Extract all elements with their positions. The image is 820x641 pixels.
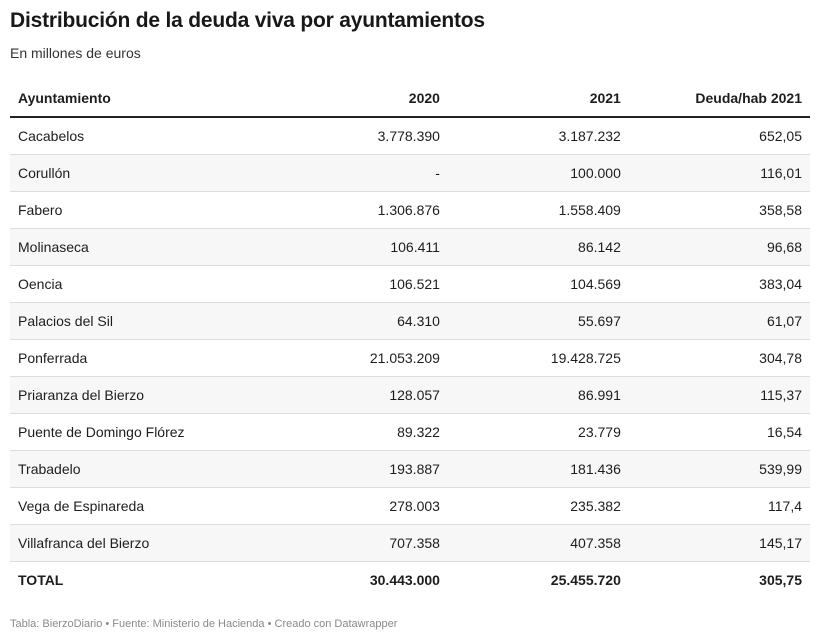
column-header-2021[interactable]: 2021 bbox=[447, 80, 629, 118]
cell-deuda-hab-2021: 304,78 bbox=[628, 339, 810, 377]
table-row: Puente de Domingo Flórez 89.322 23.779 16,5… bbox=[10, 413, 810, 451]
cell-deuda-hab-2021: 96,68 bbox=[628, 228, 810, 266]
cell-2021: 235.382 bbox=[447, 487, 629, 525]
cell-ayuntamiento: Vega de Espinareda bbox=[10, 487, 267, 525]
cell-2021: 86.991 bbox=[447, 376, 629, 414]
cell-ayuntamiento: Oencia bbox=[10, 265, 267, 303]
table-row: Molinaseca 106.411 86.142 96,68 bbox=[10, 228, 810, 266]
table-row: Priaranza del Bierzo 128.057 86.991 115,37 bbox=[10, 376, 810, 414]
debt-table: Ayuntamiento 2020 2021 Deuda/hab 2021 Ca… bbox=[10, 80, 810, 598]
cell-deuda-hab-2021: 16,54 bbox=[628, 413, 810, 451]
cell-deuda-hab-2021: 539,99 bbox=[628, 450, 810, 488]
cell-ayuntamiento: Fabero bbox=[10, 191, 267, 229]
cell-deuda-hab-2021: 61,07 bbox=[628, 302, 810, 340]
cell-2021: 104.569 bbox=[447, 265, 629, 303]
cell-ayuntamiento: Palacios del Sil bbox=[10, 302, 267, 340]
total-row: TOTAL 30.443.000 25.455.720 305,75 bbox=[10, 561, 810, 598]
total-cell-ayuntamiento: TOTAL bbox=[10, 561, 267, 598]
cell-2020: - bbox=[266, 154, 448, 192]
column-header-deuda-hab-2021[interactable]: Deuda/hab 2021 bbox=[628, 80, 810, 118]
cell-2021: 23.779 bbox=[447, 413, 629, 451]
total-cell-2021: 25.455.720 bbox=[447, 561, 629, 598]
table-row: Fabero 1.306.876 1.558.409 358,58 bbox=[10, 191, 810, 229]
chart-subtitle: En millones de euros bbox=[10, 45, 141, 61]
total-cell-2020: 30.443.000 bbox=[266, 561, 448, 598]
cell-ayuntamiento: Corullón bbox=[10, 154, 267, 192]
cell-2020: 128.057 bbox=[266, 376, 448, 414]
cell-2021: 100.000 bbox=[447, 154, 629, 192]
cell-ayuntamiento: Cacabelos bbox=[10, 117, 267, 155]
cell-2020: 3.778.390 bbox=[266, 117, 448, 155]
cell-2020: 21.053.209 bbox=[266, 339, 448, 377]
cell-2021: 86.142 bbox=[447, 228, 629, 266]
table-row: Cacabelos 3.778.390 3.187.232 652,05 bbox=[10, 117, 810, 155]
chart-footer: Tabla: BierzoDiario • Fuente: Ministerio… bbox=[10, 618, 398, 630]
cell-2020: 193.887 bbox=[266, 450, 448, 488]
table-row: Vega de Espinareda 278.003 235.382 117,4 bbox=[10, 487, 810, 525]
table-row: Oencia 106.521 104.569 383,04 bbox=[10, 265, 810, 303]
cell-deuda-hab-2021: 115,37 bbox=[628, 376, 810, 414]
chart-title: Distribución de la deuda viva por ayunta… bbox=[10, 9, 485, 32]
cell-2020: 1.306.876 bbox=[266, 191, 448, 229]
cell-ayuntamiento: Molinaseca bbox=[10, 228, 267, 266]
cell-2021: 55.697 bbox=[447, 302, 629, 340]
cell-2021: 19.428.725 bbox=[447, 339, 629, 377]
table-row: Ponferrada 21.053.209 19.428.725 304,78 bbox=[10, 339, 810, 377]
cell-ayuntamiento: Ponferrada bbox=[10, 339, 267, 377]
column-header-2020[interactable]: 2020 bbox=[266, 80, 448, 118]
cell-2020: 707.358 bbox=[266, 524, 448, 562]
cell-2020: 278.003 bbox=[266, 487, 448, 525]
cell-ayuntamiento: Priaranza del Bierzo bbox=[10, 376, 267, 414]
table-row: Palacios del Sil 64.310 55.697 61,07 bbox=[10, 302, 810, 340]
table-row: Corullón -100.000 116,01 bbox=[10, 154, 810, 192]
cell-deuda-hab-2021: 358,58 bbox=[628, 191, 810, 229]
cell-2021: 1.558.409 bbox=[447, 191, 629, 229]
cell-2020: 89.322 bbox=[266, 413, 448, 451]
cell-deuda-hab-2021: 383,04 bbox=[628, 265, 810, 303]
cell-2021: 181.436 bbox=[447, 450, 629, 488]
cell-ayuntamiento: Villafranca del Bierzo bbox=[10, 524, 267, 562]
column-header-ayuntamiento[interactable]: Ayuntamiento bbox=[10, 80, 267, 118]
total-cell-deuda-hab-2021: 305,75 bbox=[628, 561, 810, 598]
table-header-row: Ayuntamiento 2020 2021 Deuda/hab 2021 bbox=[10, 80, 810, 118]
cell-deuda-hab-2021: 652,05 bbox=[628, 117, 810, 155]
cell-2020: 106.521 bbox=[266, 265, 448, 303]
table-body: Cacabelos 3.778.390 3.187.232 652,05 Corulló… bbox=[10, 117, 810, 598]
cell-deuda-hab-2021: 117,4 bbox=[628, 487, 810, 525]
table-row: Trabadelo 193.887 181.436 539,99 bbox=[10, 450, 810, 488]
table-row: Villafranca del Bierzo 707.358 407.358 145,… bbox=[10, 524, 810, 562]
cell-2021: 407.358 bbox=[447, 524, 629, 562]
cell-2020: 106.411 bbox=[266, 228, 448, 266]
cell-deuda-hab-2021: 116,01 bbox=[628, 154, 810, 192]
cell-ayuntamiento: Puente de Domingo Flórez bbox=[10, 413, 267, 451]
cell-2021: 3.187.232 bbox=[447, 117, 629, 155]
cell-ayuntamiento: Trabadelo bbox=[10, 450, 267, 488]
cell-2020: 64.310 bbox=[266, 302, 448, 340]
cell-deuda-hab-2021: 145,17 bbox=[628, 524, 810, 562]
